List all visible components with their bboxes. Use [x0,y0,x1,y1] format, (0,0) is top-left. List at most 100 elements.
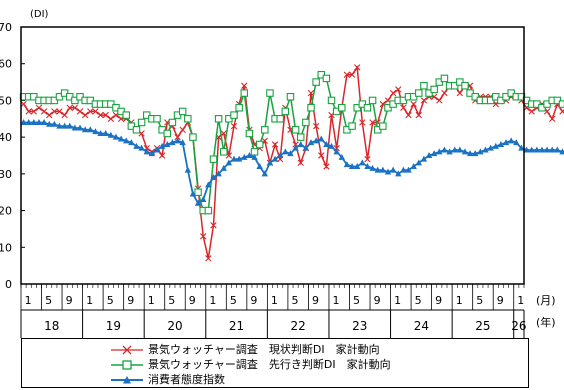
data-point [549,146,556,153]
data-point [204,206,213,215]
data-point [297,140,304,147]
data-point [122,111,130,119]
data-point [302,118,310,127]
legend-item-consumer: 消費者態度指数 [110,372,225,387]
data-point [291,126,300,134]
data-point [256,163,263,170]
data-point [123,137,130,144]
data-point [338,153,345,160]
data-point [56,122,63,129]
data-point [400,166,407,173]
data-point [461,81,469,90]
data-point [210,222,217,229]
data-point [533,146,541,153]
data-point [138,144,145,151]
x-month-label: 1 [517,294,524,307]
data-point [312,122,320,130]
data-point [368,96,377,105]
data-point [451,146,458,153]
data-point [61,122,68,129]
y-tick-label: 0 [5,278,12,291]
data-point [25,118,32,125]
data-point [87,108,94,115]
data-point [420,155,428,162]
data-point [343,71,351,78]
data-point [400,104,407,111]
data-point [395,86,402,93]
series-markers-1 [19,70,564,215]
data-point [87,126,94,133]
data-point [440,74,449,83]
x-month-label: 1 [394,294,401,307]
data-point [46,120,53,127]
data-point [410,100,417,108]
data-point [66,104,73,111]
data-point [296,133,305,141]
data-point [133,142,140,149]
data-point [359,159,366,166]
data-point [348,163,356,170]
year-unit-label: (年) [536,315,556,329]
x-month-label: 1 [148,294,155,307]
data-point [507,137,515,144]
month-unit-label: (月) [536,294,556,307]
data-point [528,146,535,153]
data-point [189,190,197,197]
data-point [179,126,186,133]
data-point [554,146,561,153]
data-point [369,119,376,126]
data-point [322,74,331,83]
data-point [51,120,58,127]
data-point [61,111,68,119]
x-month-label: 5 [45,294,52,307]
data-point [20,118,27,125]
data-point [441,146,448,153]
data-point [241,82,248,89]
data-point [205,181,212,188]
data-point [281,107,290,116]
data-point [143,148,150,155]
data-point [214,115,223,123]
data-point [282,148,289,155]
x-month-label: 5 [168,294,175,307]
data-point [518,144,525,151]
data-point [364,163,371,170]
data-point [472,150,479,157]
data-point [482,146,489,153]
data-point [76,124,84,131]
data-point [179,139,186,146]
data-point [456,146,464,153]
data-point [410,163,417,170]
data-point [549,115,556,122]
data-point [543,146,551,153]
legend-item-current: 景気ウォッチャー調査 現状判断DI 家計動向 [110,342,380,357]
data-point [107,131,115,138]
data-point [163,129,172,138]
data-point [132,126,141,134]
data-point [538,146,546,153]
data-point [71,124,79,131]
x-month-label: 9 [435,294,442,307]
data-point [184,166,192,173]
data-point [30,118,38,125]
x-year-label: 21 [229,319,244,333]
data-point [446,148,453,155]
data-point [276,115,284,123]
data-point [318,152,325,159]
data-point [71,104,79,111]
data-point [466,150,474,157]
data-point [292,144,299,151]
data-point [266,89,274,97]
y-tick-label: 60 [0,58,12,71]
data-point [328,142,335,149]
data-point [430,150,438,157]
x-month-label: 1 [333,294,340,307]
data-point [261,170,269,177]
x-month-label: 1 [456,294,463,307]
data-point [235,155,243,162]
x-month-label: 9 [66,294,73,307]
data-point [158,142,166,149]
data-point [225,159,233,166]
data-point [436,148,443,155]
